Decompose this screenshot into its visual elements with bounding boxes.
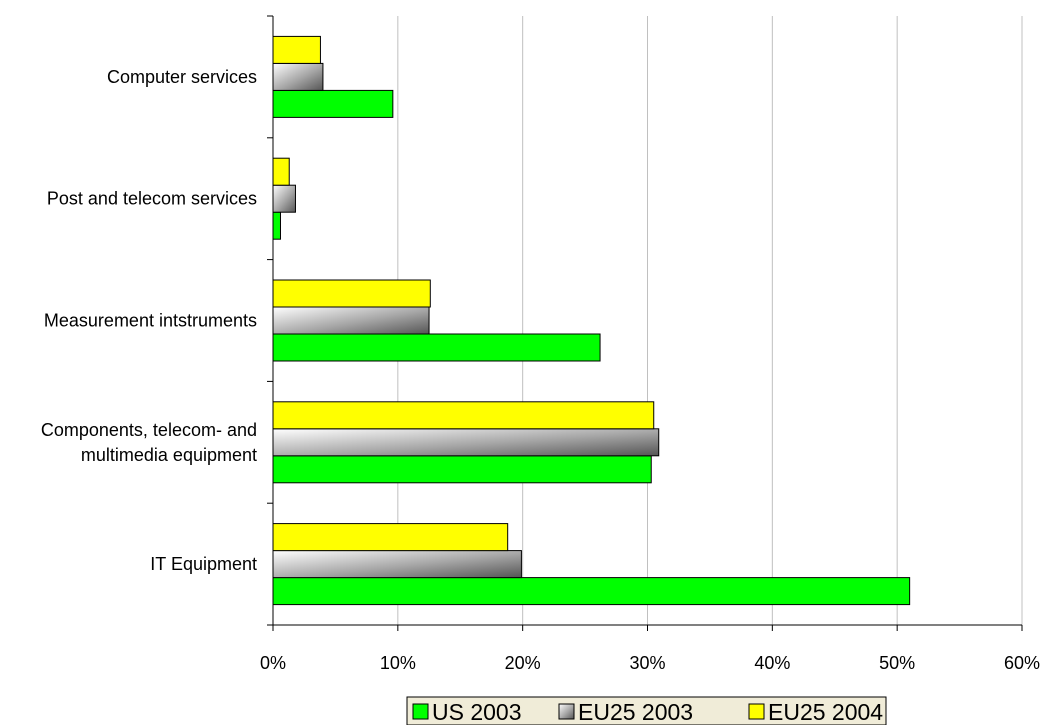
bar-eu25-2004: [272, 279, 431, 308]
axes: [267, 15, 1023, 631]
x-tick-label: 50%: [879, 653, 915, 673]
y-axis-category-labels: IT Equipment Components, telecom- and mult…: [41, 67, 257, 574]
category-label: IT Equipment: [150, 554, 257, 574]
bars: [272, 35, 911, 606]
bar-us-2003: [272, 455, 652, 484]
category-label: Components, telecom- and multimedia equip…: [41, 420, 257, 465]
bar-eu25-2003: [272, 306, 430, 335]
legend-label: US 2003: [432, 699, 522, 725]
bar-us-2003: [272, 89, 394, 118]
bar-us-2003: [272, 211, 281, 240]
bar-eu25-2003: [272, 62, 324, 91]
legend-label: EU25 2004: [768, 699, 883, 725]
category-label: Measurement intstruments: [44, 311, 257, 331]
x-tick-label: 10%: [380, 653, 416, 673]
legend-swatch: [412, 703, 429, 720]
x-tick-label: 0%: [260, 653, 286, 673]
x-tick-label: 30%: [629, 653, 665, 673]
bar-eu25-2003: [272, 428, 660, 457]
x-axis-tick-labels: 0% 10% 20% 30% 40% 50% 60%: [260, 653, 1040, 673]
legend: US 2003 EU25 2003 EU25 2004: [406, 696, 887, 725]
legend-label: EU25 2003: [578, 699, 693, 725]
bar-us-2003: [272, 333, 601, 362]
legend-swatch: [748, 703, 765, 720]
bar-eu25-2004: [272, 35, 321, 64]
bar-eu25-2004: [272, 523, 509, 552]
bar-eu25-2003: [272, 184, 296, 213]
bar-eu25-2004: [272, 401, 655, 430]
category-label: Post and telecom services: [47, 189, 257, 209]
bar-us-2003: [272, 577, 911, 606]
category-label: Computer services: [107, 67, 257, 87]
legend-box: [406, 696, 887, 725]
x-tick-label: 20%: [505, 653, 541, 673]
x-tick-label: 40%: [754, 653, 790, 673]
bar-eu25-2004: [272, 157, 290, 186]
legend-swatch: [558, 703, 575, 720]
bar-eu25-2003: [272, 550, 522, 579]
x-tick-label: 60%: [1004, 653, 1040, 673]
